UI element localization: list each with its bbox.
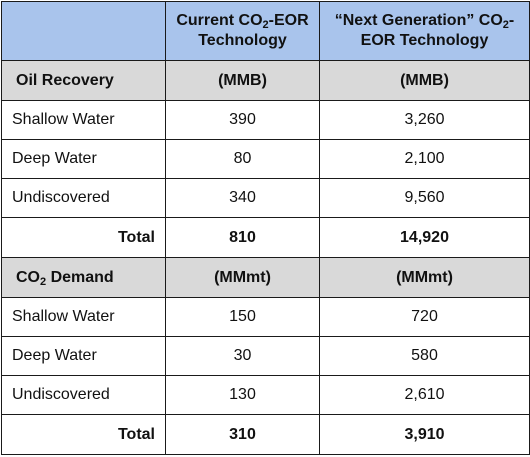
total-next-gen-value: 14,920 (319, 217, 530, 258)
current-value: 340 (165, 178, 320, 218)
header-row: Current CO2-EOR Technology “Next Generat… (1, 1, 530, 61)
current-value: 130 (165, 375, 320, 415)
section-title: CO2 Demand (1, 257, 166, 298)
row-label: Undiscovered (1, 375, 166, 415)
current-value: 390 (165, 100, 320, 140)
unit-label: (MMB) (319, 60, 530, 101)
section-row-oil-recovery: Oil Recovery (MMB) (MMB) (1, 60, 530, 101)
total-next-gen-value: 3,910 (319, 414, 530, 455)
next-gen-value: 720 (319, 297, 530, 337)
row-label: Deep Water (1, 139, 166, 179)
total-row-co2: Total 310 3,910 (1, 414, 530, 455)
total-row-oil: Total 810 14,920 (1, 217, 530, 258)
table-row: Deep Water 30 580 (1, 336, 530, 376)
total-current-value: 310 (165, 414, 320, 455)
next-gen-value: 9,560 (319, 178, 530, 218)
table-row: Shallow Water 390 3,260 (1, 100, 530, 140)
section-title: Oil Recovery (1, 60, 166, 101)
header-next-generation-technology: “Next Generation” CO2-EOR Technology (319, 1, 530, 61)
row-label: Deep Water (1, 336, 166, 376)
next-gen-value: 3,260 (319, 100, 530, 140)
next-gen-value: 2,100 (319, 139, 530, 179)
unit-label: (MMB) (165, 60, 320, 101)
total-current-value: 810 (165, 217, 320, 258)
current-value: 80 (165, 139, 320, 179)
unit-label: (MMmt) (319, 257, 530, 298)
table-row: Undiscovered 130 2,610 (1, 375, 530, 415)
header-blank-cell (1, 1, 166, 61)
header-current-technology: Current CO2-EOR Technology (165, 1, 320, 61)
section-row-co2-demand: CO2 Demand (MMmt) (MMmt) (1, 257, 530, 298)
next-gen-value: 580 (319, 336, 530, 376)
row-label: Shallow Water (1, 100, 166, 140)
next-gen-value: 2,610 (319, 375, 530, 415)
row-label: Shallow Water (1, 297, 166, 337)
row-label: Undiscovered (1, 178, 166, 218)
table-row: Deep Water 80 2,100 (1, 139, 530, 179)
current-value: 150 (165, 297, 320, 337)
table-row: Shallow Water 150 720 (1, 297, 530, 337)
current-value: 30 (165, 336, 320, 376)
unit-label: (MMmt) (165, 257, 320, 298)
total-label: Total (1, 217, 166, 258)
total-label: Total (1, 414, 166, 455)
table-row: Undiscovered 340 9,560 (1, 178, 530, 218)
